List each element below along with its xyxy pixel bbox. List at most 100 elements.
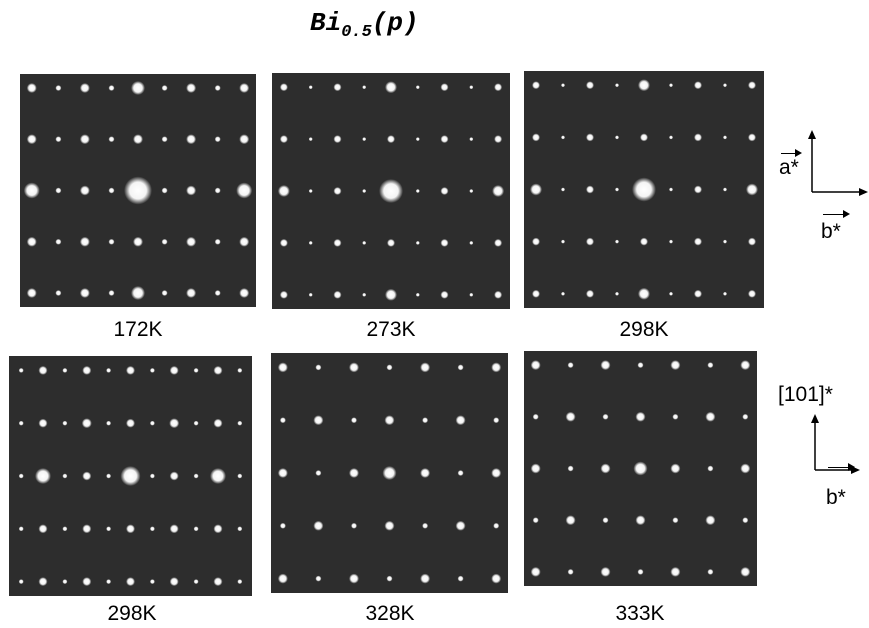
diffraction-spot: [415, 137, 420, 142]
diffraction-spot: [193, 367, 199, 373]
diffraction-spot: [149, 473, 155, 479]
diffraction-spot: [567, 568, 574, 575]
diffraction-spot: [186, 288, 197, 298]
diffraction-spot: [694, 289, 702, 298]
diffraction-spot: [213, 418, 223, 428]
diffraction-spot: [18, 473, 24, 479]
diffraction-spot: [279, 417, 286, 424]
diffraction-spot: [18, 526, 24, 532]
diffraction-panel-328k: [271, 353, 508, 593]
diffraction-spot: [600, 360, 611, 371]
diffraction-spot: [362, 137, 367, 142]
diffraction-spot: [193, 526, 199, 532]
diffraction-spot: [586, 185, 594, 194]
diffraction-spot: [126, 418, 135, 428]
panel-label-328k: 328K: [365, 602, 415, 625]
diffraction-spot: [415, 189, 420, 193]
diffraction-spot: [469, 189, 474, 193]
diffraction-spot: [351, 522, 357, 529]
diffraction-spot: [193, 473, 199, 479]
diffraction-spot: [108, 238, 115, 245]
diffraction-spot: [23, 182, 40, 199]
a-star-vector-bar: [781, 149, 802, 157]
diffraction-spot: [149, 526, 155, 532]
diffraction-spot: [237, 473, 243, 479]
diffraction-spot: [277, 573, 288, 584]
diffraction-spot: [214, 85, 221, 91]
diffraction-spot: [530, 360, 541, 371]
diffraction-panel-333k: [524, 351, 757, 586]
diffraction-spot: [420, 468, 431, 478]
diffraction-spot: [669, 239, 673, 244]
diffraction-spot: [214, 238, 221, 245]
diffraction-spot: [79, 288, 90, 298]
axis-label-b-star-top: b*: [821, 220, 841, 243]
diffraction-spot: [586, 237, 594, 246]
diffraction-spot: [493, 522, 500, 529]
diffraction-spot: [384, 415, 395, 426]
diffraction-spot: [26, 134, 37, 145]
diffraction-panel-298k-top: [524, 71, 764, 308]
diffraction-spot: [214, 187, 221, 194]
diffraction-spot: [491, 362, 502, 373]
diffraction-spot: [133, 236, 143, 247]
diffraction-spot: [349, 573, 359, 584]
diffraction-spot: [723, 83, 727, 88]
diffraction-spot: [440, 238, 449, 247]
diffraction-spot: [169, 524, 179, 534]
diffraction-spot: [26, 83, 37, 93]
diffraction-spot: [457, 470, 464, 476]
diffraction-spot: [532, 237, 540, 246]
diffraction-spot: [669, 291, 673, 296]
diffraction-spot: [637, 568, 644, 575]
diffraction-spot: [455, 415, 466, 426]
diffraction-spot: [422, 417, 429, 424]
diffraction-spot: [38, 524, 48, 534]
diffraction-spot: [108, 136, 115, 143]
diffraction-spot: [561, 135, 565, 140]
diffraction-spot: [26, 236, 37, 247]
diffraction-spot: [308, 137, 313, 142]
diffraction-spot: [279, 135, 288, 144]
diffraction-spot: [362, 85, 367, 90]
diffraction-spot: [385, 81, 397, 94]
panel-label-333k: 333K: [615, 602, 665, 625]
diffraction-spot: [313, 520, 324, 531]
diffraction-spot: [615, 187, 619, 192]
spot-pattern: [18, 365, 243, 587]
b-star-vector-bar-top: [823, 210, 850, 218]
diffraction-spot: [707, 465, 714, 472]
diffraction-spot: [169, 418, 180, 429]
diffraction-spot: [561, 83, 565, 88]
diffraction-spot: [62, 367, 68, 373]
diffraction-spot: [237, 579, 243, 585]
diffraction-spot: [637, 362, 644, 369]
diffraction-spot: [149, 420, 155, 426]
diffraction-spot: [315, 575, 322, 582]
diffraction-spot: [457, 575, 464, 582]
diffraction-spot: [742, 413, 749, 420]
diffraction-spot: [740, 463, 751, 474]
diffraction-spot: [494, 135, 503, 144]
diffraction-spot: [530, 566, 541, 577]
diffraction-spot: [586, 133, 594, 142]
diffraction-spot: [55, 85, 62, 91]
diffraction-spot: [186, 185, 197, 196]
panel-label-172k: 172K: [113, 318, 163, 341]
spot-pattern: [277, 81, 505, 301]
diffraction-spot: [214, 136, 221, 143]
diffraction-spot: [149, 367, 155, 373]
spot-pattern: [530, 79, 758, 300]
diffraction-spot: [210, 468, 226, 484]
diffraction-spot: [379, 179, 403, 203]
diffraction-spot: [213, 365, 223, 375]
diffraction-spot: [79, 83, 90, 93]
diffraction-spot: [615, 239, 619, 244]
diffraction-spot: [565, 515, 576, 526]
diffraction-spot: [707, 362, 714, 369]
diffraction-spot: [82, 471, 92, 481]
diffraction-spot: [672, 517, 679, 524]
diffraction-spot: [55, 290, 62, 296]
diffraction-spot: [638, 287, 650, 300]
axis-label-101-star: [101]*: [778, 383, 833, 406]
